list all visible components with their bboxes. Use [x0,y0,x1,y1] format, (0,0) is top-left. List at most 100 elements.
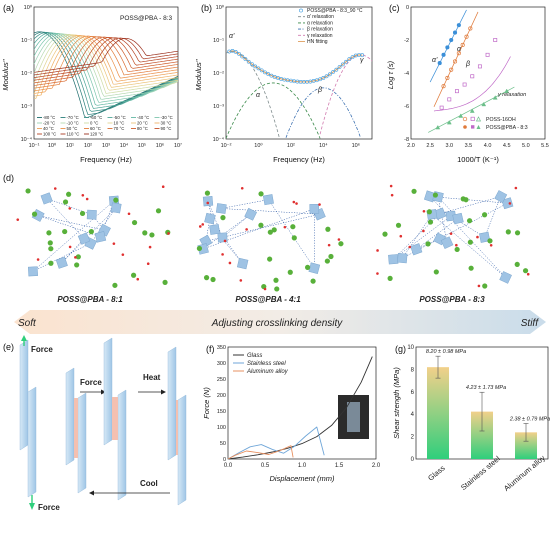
plate-3b [117,389,127,501]
poss-cube [94,231,107,243]
panel-a-xtick: 10⁵ [138,142,146,149]
boronic-node [433,269,439,275]
oxygen-node [337,238,341,241]
boronic-node [467,239,473,245]
network-chain [207,201,215,230]
force-arrow-down-head [29,503,35,510]
panel-b-yticks: 10⁻⁴ 10⁻³ 10⁻² 10⁻¹ 10⁰ [213,4,225,143]
poss-cube [55,256,68,269]
panel-c-annot-gamma: γ relaxation [498,92,526,98]
panel-a-legend-text: 50 °C [67,126,78,131]
panel-f-ytick: 100 [217,425,226,431]
poss-cube [262,194,274,206]
panel-f-ytick: 50 [220,441,226,447]
panel-a-xtick: 10² [84,143,92,149]
panel-a-legend-text: -10 °C [67,121,79,126]
panel-c-point [445,45,450,50]
panel-b-beta-curve [285,87,361,138]
panel-b-point [250,62,254,66]
panel-a-curve-19 [33,37,179,76]
boronic-node [48,246,54,252]
network-chain [484,196,501,238]
panel-g-xtick: Glass [426,463,447,482]
panel-b-point [259,68,264,73]
panel-c-fit-lines [428,9,515,133]
panel-f-legend-text: Aluminum alloy [246,369,289,375]
panel-b-annot-alpha: α [256,92,261,99]
panel-c-point [441,84,446,89]
panel-c-yticks: 0 -2 -4 -6 -8 [404,5,409,143]
panel-c-legend-marker-3 [475,116,482,122]
panel-c-xtick: 3.0 [445,143,453,149]
boronic-node [267,229,273,235]
panel-c-point [458,113,464,118]
network-chain [61,238,85,263]
panel-c-point [470,74,475,79]
panel-a-xtick: 10⁶ [156,142,164,149]
panel-f-yticks: 0 50 100 150 200 250 300 350 [217,345,226,463]
panel-b-point [360,53,365,58]
panel-c-point [477,64,482,69]
oxygen-node [112,242,116,245]
oxygen-node [408,245,412,249]
poss-cube [40,192,53,205]
boronic-node [75,254,81,260]
boronic-node [112,282,118,288]
panel-b-point [324,74,329,79]
panel-g-ytick: 4 [411,412,415,418]
boronic-node [62,199,69,205]
panel-f-ytick: 200 [217,393,226,399]
poss-cube [110,202,122,214]
panel-a-legend-text: -50 °C [114,115,126,120]
panel-a-legend-text: 20 °C [137,121,148,126]
boronic-node [25,188,31,194]
panel-a-xtick: 10⁴ [120,142,129,149]
panel-b-alpha-curve [225,82,321,139]
panel-b-gamma-curve [319,54,373,135]
panel-f-xlabel: Displacement (mm) [269,474,335,483]
boronic-node [482,283,488,289]
panel-b-points [227,48,365,84]
poss-cube [499,271,512,284]
panel-a-curve-20 [33,37,179,73]
network-chain [32,200,115,272]
boronic-node [274,286,280,292]
panel-g-label: (g) [395,344,406,354]
panel-b-point [340,62,345,67]
oxygen-node [68,207,72,210]
band-center-label: Adjusting crosslinking density [211,318,344,329]
poss-cube [452,212,464,225]
panel-b-legend-text: HN fitting [307,39,328,45]
oxygen-node [455,243,458,247]
panel-a-yticks: 10⁻⁴ 10⁻³ 10⁻² 10⁻¹ 10⁰ [21,4,33,143]
panel-c-ytick: -2 [404,38,409,44]
panel-b-annot-beta: β [317,87,322,94]
boronic-node [142,230,148,236]
panel-b-point [318,77,322,82]
panel-b-xtick: 10⁴ [319,142,328,149]
boronic-node [74,262,80,268]
panel-c-ytick: -4 [404,71,409,77]
plate-2b [77,392,87,494]
panel-b-point [344,59,348,64]
panel-f-xticks: 0.0 0.5 1.0 1.5 2.0 [224,463,381,469]
panel-c-legend-marker-2 [470,116,475,121]
panel-a-ytick: 10⁻¹ [21,38,32,44]
panel-c-point [456,23,461,28]
boronic-node [267,256,273,262]
panel-b-point [240,54,245,59]
panel-a-xticks: 10⁻¹ 10⁰ 10¹ 10² 10³ 10⁴ 10⁵ 10⁶ 10⁷ [29,142,182,149]
panel-f-legend-text: Stainless steel [247,361,286,367]
panel-a-legend-text: 10 °C [114,121,125,126]
panel-a-legend-text: 40 °C [43,126,54,131]
band-right-label: Stiff [521,318,539,329]
plate-2a [65,367,75,466]
panel-c-point [464,34,469,39]
poss-cube [215,203,227,214]
panel-c-xtick: 2.0 [407,143,415,149]
label-force-top: Force [31,345,53,354]
panel-b-annot-alpha-prime: α' [229,33,235,40]
panel-a-ytick: 10⁻⁴ [21,136,33,143]
panel-b-point [269,73,274,78]
panel-b-legend-text: POSS@PBA - 8:3_90 °C [307,8,363,14]
